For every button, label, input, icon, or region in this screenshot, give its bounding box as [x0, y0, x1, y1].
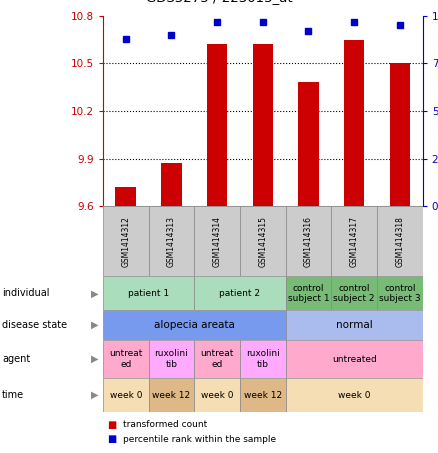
Bar — [286, 378, 423, 412]
Bar — [377, 206, 423, 276]
Text: control
subject 1: control subject 1 — [288, 284, 329, 303]
Text: untreat
ed: untreat ed — [201, 349, 234, 369]
Bar — [194, 276, 286, 310]
Text: disease state: disease state — [2, 320, 67, 330]
Text: transformed count: transformed count — [123, 420, 207, 429]
Text: normal: normal — [336, 320, 373, 330]
Bar — [148, 340, 194, 378]
Text: ▶: ▶ — [91, 390, 99, 400]
Text: untreat
ed: untreat ed — [109, 349, 142, 369]
Bar — [148, 378, 194, 412]
Bar — [194, 378, 240, 412]
Text: GSM1414316: GSM1414316 — [304, 216, 313, 267]
Text: week 0: week 0 — [338, 391, 371, 400]
Bar — [240, 378, 286, 412]
Bar — [377, 276, 423, 310]
Bar — [103, 206, 148, 276]
Text: untreated: untreated — [332, 355, 377, 363]
Text: GSM1414317: GSM1414317 — [350, 216, 359, 267]
Text: control
subject 2: control subject 2 — [333, 284, 375, 303]
Bar — [331, 206, 377, 276]
Text: ■: ■ — [107, 420, 117, 430]
Bar — [194, 206, 240, 276]
Text: ▶: ▶ — [91, 288, 99, 299]
Bar — [240, 340, 286, 378]
Bar — [286, 310, 423, 340]
Bar — [207, 44, 227, 206]
Bar — [253, 44, 273, 206]
Text: individual: individual — [2, 288, 49, 299]
Text: patient 1: patient 1 — [128, 289, 169, 298]
Bar — [240, 206, 286, 276]
Text: percentile rank within the sample: percentile rank within the sample — [123, 435, 276, 444]
Text: GSM1414312: GSM1414312 — [121, 216, 130, 267]
Text: ■: ■ — [107, 434, 117, 444]
Bar — [331, 276, 377, 310]
Text: ▶: ▶ — [91, 320, 99, 330]
Text: ruxolini
tib: ruxolini tib — [155, 349, 188, 369]
Bar — [161, 164, 182, 206]
Bar — [286, 276, 331, 310]
Bar — [103, 340, 148, 378]
Text: alopecia areata: alopecia areata — [154, 320, 235, 330]
Text: GSM1414318: GSM1414318 — [396, 216, 404, 267]
Text: GDS5275 / 223015_at: GDS5275 / 223015_at — [146, 0, 292, 5]
Text: week 12: week 12 — [152, 391, 191, 400]
Text: ruxolini
tib: ruxolini tib — [246, 349, 280, 369]
Bar — [116, 187, 136, 206]
Bar — [194, 340, 240, 378]
Bar — [344, 40, 364, 206]
Text: week 0: week 0 — [201, 391, 233, 400]
Bar — [148, 206, 194, 276]
Text: control
subject 3: control subject 3 — [379, 284, 420, 303]
Bar — [103, 310, 286, 340]
Bar — [286, 206, 331, 276]
Text: GSM1414313: GSM1414313 — [167, 216, 176, 267]
Text: agent: agent — [2, 354, 30, 364]
Text: GSM1414314: GSM1414314 — [212, 216, 222, 267]
Text: week 0: week 0 — [110, 391, 142, 400]
Text: time: time — [2, 390, 25, 400]
Text: week 12: week 12 — [244, 391, 282, 400]
Text: ▶: ▶ — [91, 354, 99, 364]
Bar — [389, 63, 410, 206]
Text: patient 2: patient 2 — [219, 289, 261, 298]
Text: GSM1414315: GSM1414315 — [258, 216, 267, 267]
Bar — [298, 82, 319, 206]
Bar — [286, 340, 423, 378]
Bar — [103, 378, 148, 412]
Bar — [103, 276, 194, 310]
